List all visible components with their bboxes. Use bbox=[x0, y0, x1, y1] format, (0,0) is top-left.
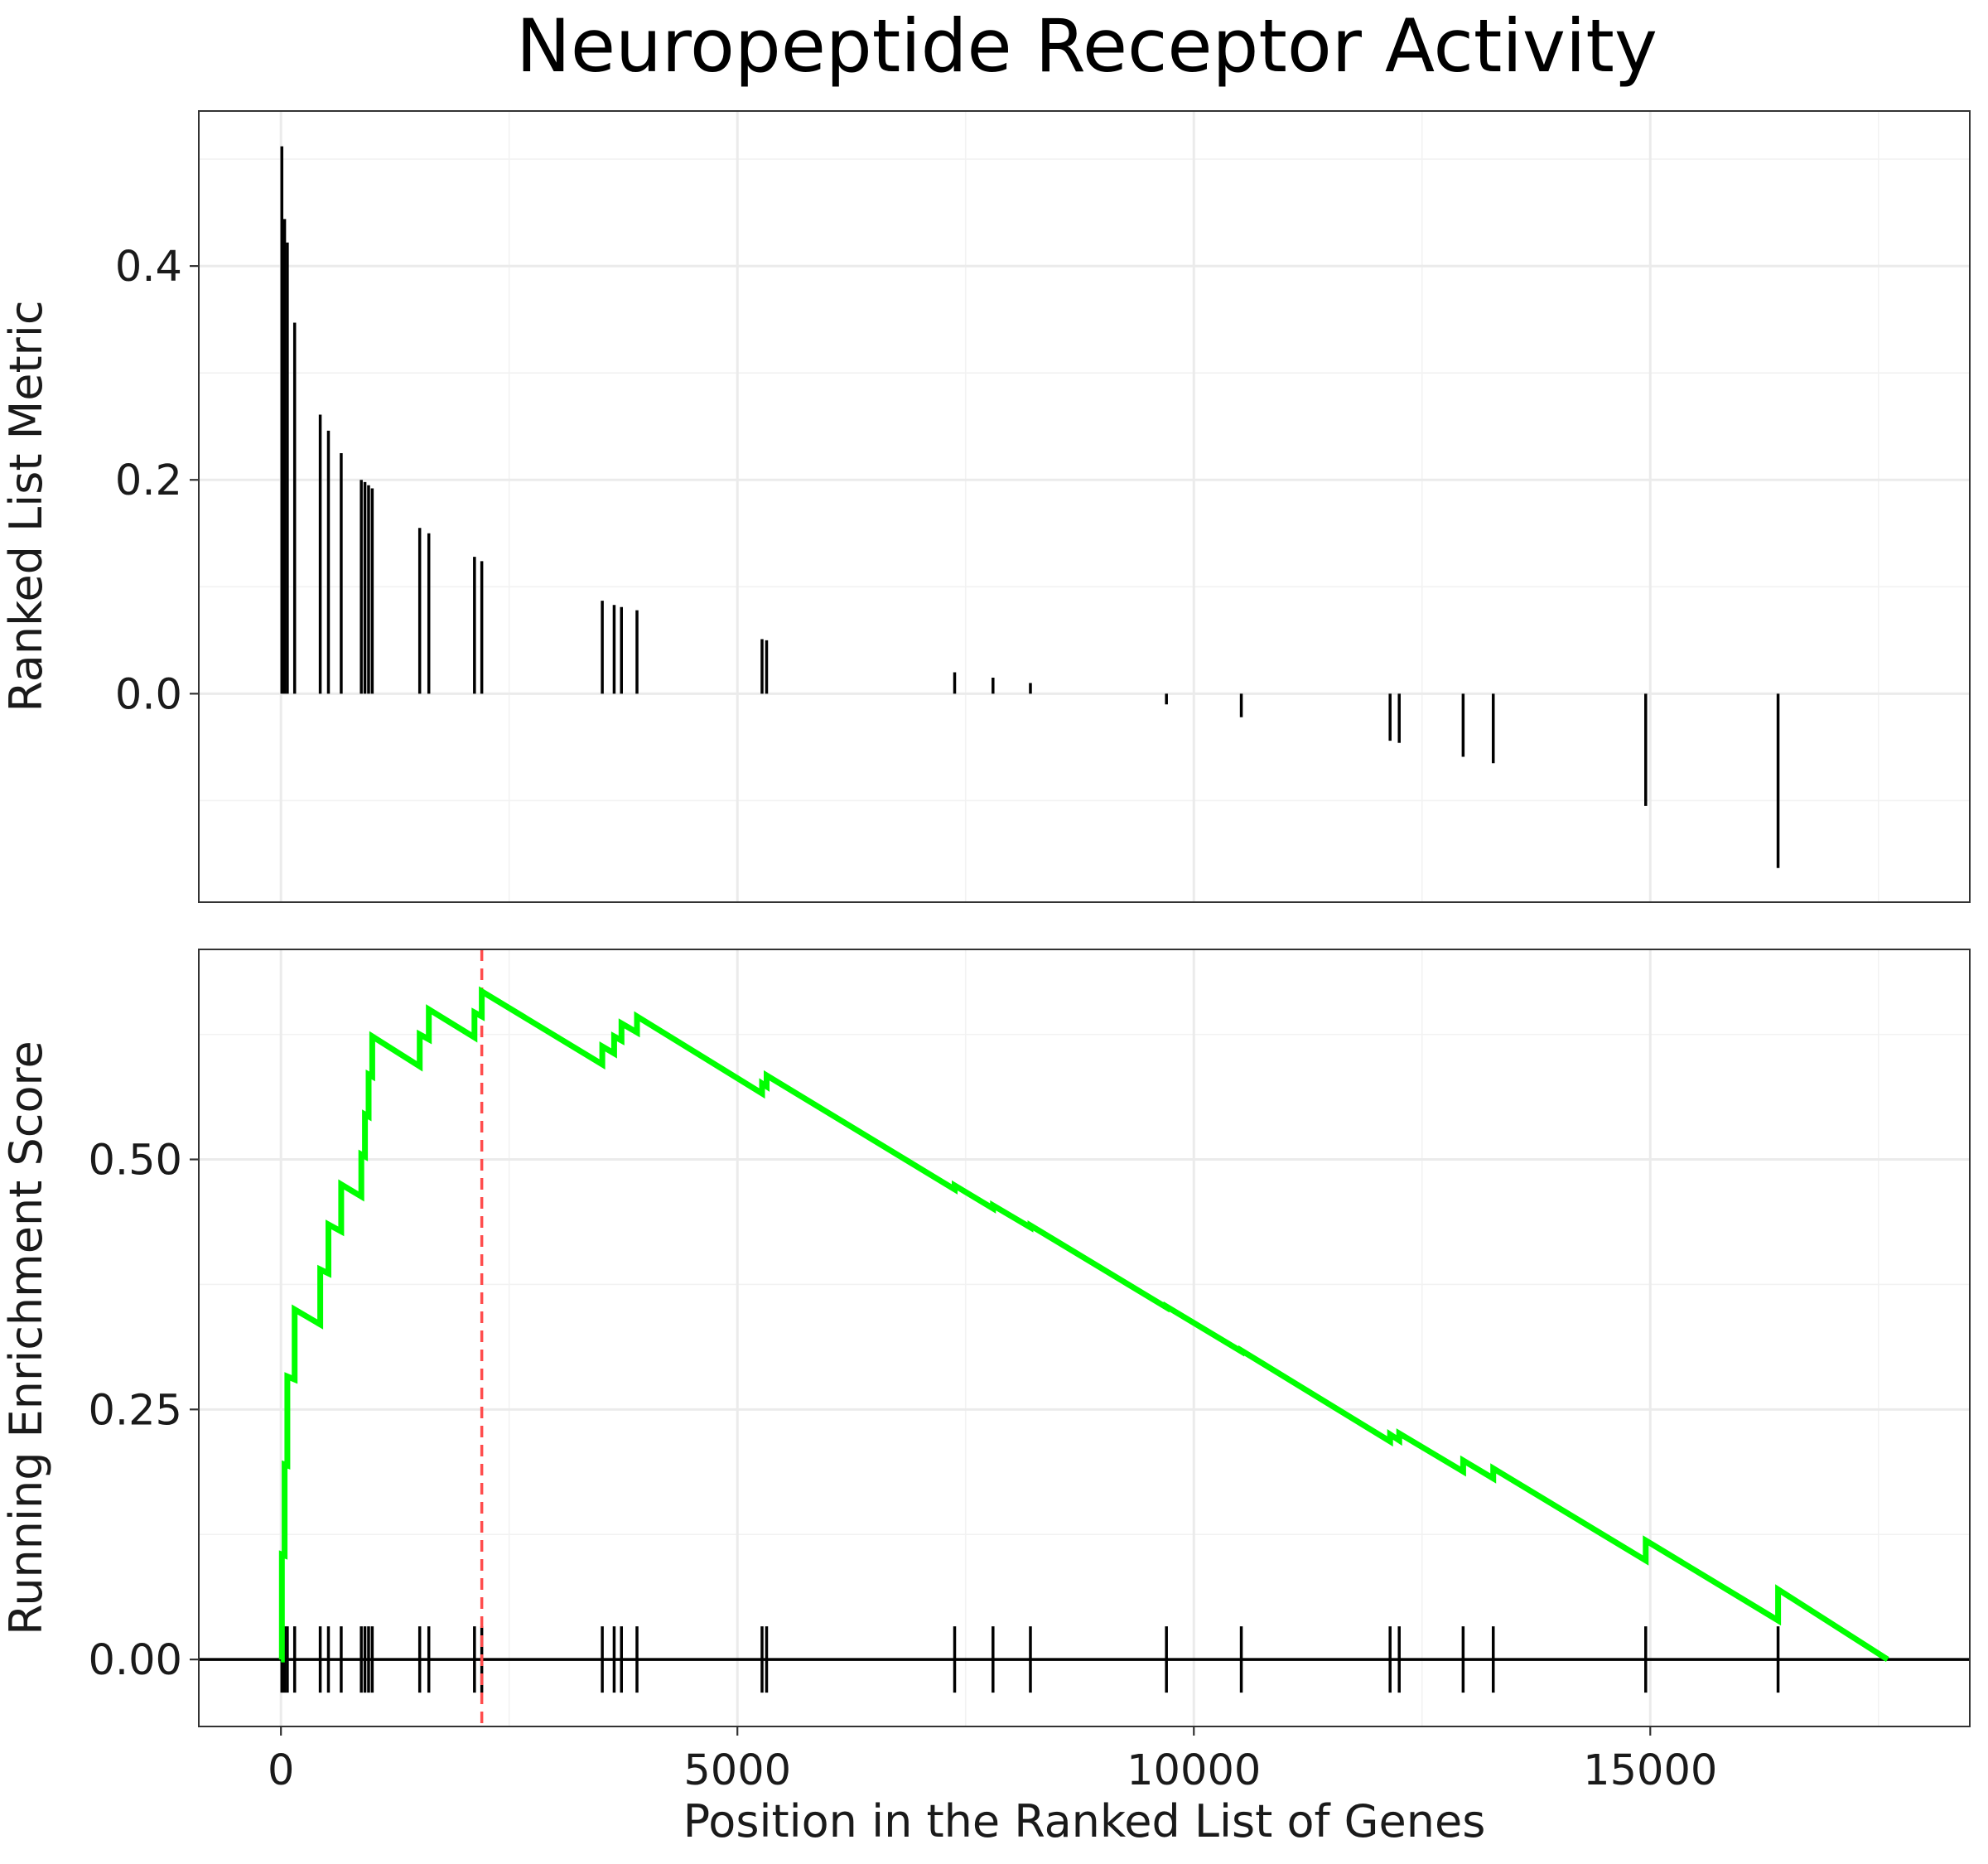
ranked-metric-panel: 0.0 0.2 0.4 Ranked List Metric bbox=[0, 110, 1971, 903]
y-axis-tick-label: 0.50 bbox=[88, 1137, 182, 1186]
y-axis-tick-label: 0.0 bbox=[115, 670, 182, 719]
y-axis-tick-label: 0.2 bbox=[115, 456, 182, 505]
x-axis-tick-label: 10000 bbox=[1127, 1746, 1261, 1795]
x-axis-tick-label: 15000 bbox=[1583, 1746, 1717, 1795]
running-score-y-axis-title: Running Enrichment Score bbox=[0, 1041, 52, 1635]
x-axis-tick-label: 5000 bbox=[683, 1746, 791, 1795]
ranked-metric-panel-border bbox=[198, 110, 1971, 903]
ranked-metric-y-axis-title: Ranked List Metric bbox=[0, 300, 52, 712]
y-axis-tick-label: 0.25 bbox=[88, 1386, 182, 1435]
gene-hit-ticks bbox=[280, 1626, 1780, 1693]
x-axis-tick-label: 0 bbox=[268, 1746, 294, 1795]
ranked-metric-y-axis: 0.0 0.2 0.4 bbox=[115, 243, 199, 719]
running-score-panel-border bbox=[198, 949, 1971, 1727]
running-enrichment-score-line bbox=[278, 986, 1889, 1663]
running-score-x-axis: 0 5000 10000 15000 bbox=[268, 1726, 1717, 1795]
x-axis-title: Position in the Ranked List of Genes bbox=[683, 1795, 1486, 1847]
ranked-metric-panel-background bbox=[199, 111, 1970, 902]
ranked-metric-bars bbox=[280, 146, 1780, 868]
running-score-panel-background bbox=[199, 949, 1970, 1726]
running-score-panel: 0.00 0.25 0.50 0 5000 10000 15000 Running Enr… bbox=[0, 949, 1971, 1847]
chart-title: Neuropeptide Receptor Activity bbox=[516, 3, 1657, 89]
y-axis-tick-label: 0.00 bbox=[88, 1636, 182, 1685]
running-score-y-axis: 0.00 0.25 0.50 bbox=[88, 1137, 199, 1685]
y-axis-tick-label: 0.4 bbox=[115, 243, 182, 292]
